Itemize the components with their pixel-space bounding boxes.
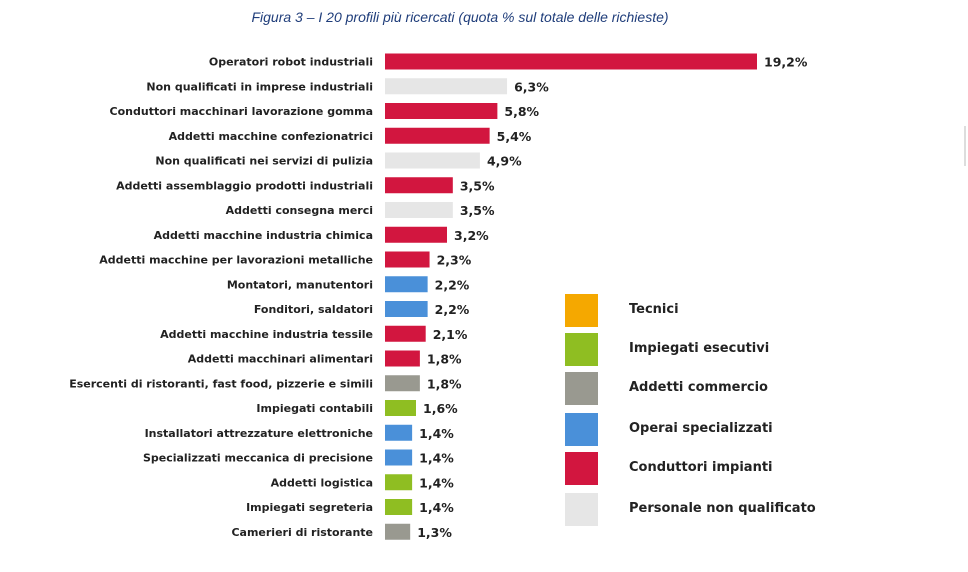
- category-label: Impiegati contabili: [256, 402, 373, 415]
- legend-label: Addetti commercio: [629, 380, 768, 395]
- legend-swatch: [565, 372, 598, 405]
- category-label: Fonditori, saldatori: [254, 303, 373, 316]
- category-label: Camerieri di ristorante: [231, 526, 373, 539]
- bar: [385, 251, 430, 268]
- category-label: Addetti assemblaggio prodotti industrial…: [116, 179, 373, 192]
- value-label: 19,2%: [764, 55, 808, 70]
- category-label: Addetti macchine per lavorazioni metalli…: [99, 254, 373, 267]
- bar: [385, 103, 498, 119]
- legend-label: Conduttori impianti: [629, 460, 773, 475]
- value-label: 3,5%: [460, 203, 495, 218]
- legend-label: Impiegati esecutivi: [629, 341, 770, 356]
- value-label: 2,2%: [435, 302, 470, 317]
- value-label: 3,2%: [454, 228, 489, 243]
- bar: [385, 449, 413, 466]
- category-label: Installatori attrezzature elettroniche: [145, 427, 373, 440]
- value-label: 1,4%: [419, 451, 454, 466]
- value-label: 2,1%: [433, 327, 468, 342]
- bar: [385, 400, 416, 416]
- category-label: Addetti macchine industria chimica: [154, 229, 373, 242]
- category-label: Addetti logistica: [271, 476, 373, 489]
- category-label: Montatori, manutentori: [227, 278, 373, 291]
- legend-item: Conduttori impianti: [565, 452, 865, 486]
- bar: [385, 53, 757, 70]
- legend-item: Operai specializzati: [565, 413, 865, 447]
- edge-rule: [964, 126, 966, 166]
- bar: [385, 499, 413, 515]
- category-label: Non qualificati in imprese industriali: [146, 80, 373, 93]
- legend-swatch: [565, 294, 598, 327]
- value-label: 1,4%: [419, 426, 454, 441]
- value-label: 2,2%: [435, 277, 470, 292]
- value-label: 1,3%: [417, 525, 452, 540]
- value-label: 4,9%: [487, 154, 522, 169]
- legend-swatch: [565, 452, 598, 485]
- legend-item: Impiegati esecutivi: [565, 333, 865, 367]
- bar: [385, 276, 428, 293]
- category-label: Addetti consegna merci: [226, 204, 373, 217]
- value-label: 1,6%: [423, 401, 458, 416]
- bar: [385, 202, 453, 218]
- value-label: 1,8%: [427, 376, 462, 391]
- bar: [385, 177, 453, 194]
- bar: [385, 152, 480, 169]
- value-label: 1,4%: [419, 500, 454, 515]
- value-label: 5,8%: [504, 104, 539, 119]
- legend-item: Addetti commercio: [565, 372, 865, 406]
- category-label: Esercenti di ristoranti, fast food, pizz…: [69, 377, 373, 390]
- bar: [385, 226, 447, 243]
- legend-swatch: [565, 413, 598, 446]
- value-label: 1,4%: [419, 475, 454, 490]
- bar: [385, 474, 413, 491]
- bar: [385, 325, 426, 342]
- category-label: Addetti macchine confezionatrici: [169, 130, 373, 143]
- legend-label: Personale non qualificato: [629, 501, 816, 516]
- bar: [385, 350, 420, 367]
- category-label: Addetti macchine industria tessile: [160, 328, 373, 341]
- value-label: 3,5%: [460, 178, 495, 193]
- category-label: Non qualificati nei servizi di pulizia: [155, 155, 373, 168]
- legend-item: Personale non qualificato: [565, 493, 865, 527]
- value-label: 6,3%: [514, 79, 549, 94]
- bar: [385, 523, 411, 540]
- bar: [385, 375, 420, 392]
- legend-label: Tecnici: [629, 302, 679, 317]
- chart-title: Figura 3 – I 20 profili più ricercati (q…: [251, 9, 669, 25]
- category-label: Addetti macchinari alimentari: [188, 353, 373, 366]
- bar: [385, 301, 428, 317]
- legend-swatch: [565, 493, 598, 526]
- bar: [385, 424, 413, 441]
- value-label: 1,8%: [427, 352, 462, 367]
- legend-swatch: [565, 333, 598, 366]
- category-label: Conduttori macchinari lavorazione gomma: [110, 105, 373, 118]
- category-label: Operatori robot industriali: [209, 56, 373, 69]
- legend-item: Tecnici: [565, 294, 865, 328]
- bar: [385, 78, 508, 95]
- legend-label: Operai specializzati: [629, 421, 773, 436]
- value-label: 2,3%: [437, 253, 472, 268]
- value-label: 5,4%: [497, 129, 532, 144]
- bar: [385, 127, 490, 144]
- category-label: Impiegati segreteria: [246, 501, 373, 514]
- category-label: Specializzati meccanica di precisione: [143, 452, 373, 465]
